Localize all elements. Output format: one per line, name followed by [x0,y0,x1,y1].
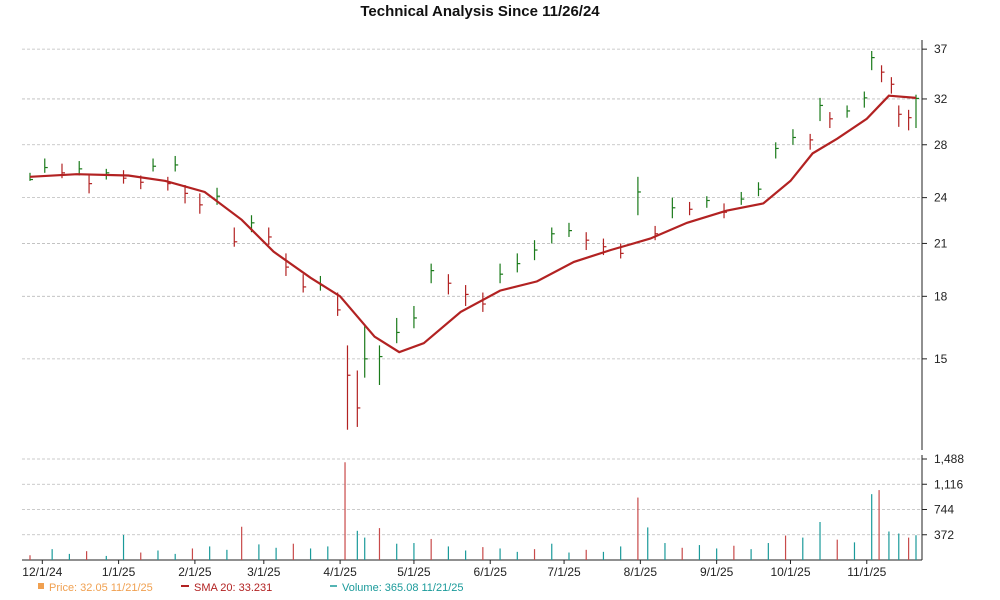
price-bar [152,158,157,172]
price-bar [44,158,48,173]
price-bar [671,197,676,219]
price-bar [792,129,796,145]
price-bar [890,77,895,94]
price-bar [908,109,912,131]
x-tick-label: 1/1/25 [102,565,136,579]
price-bar [775,142,779,159]
price-bar [413,305,417,329]
price-bar [637,176,641,216]
price-tick-label: 32 [934,92,948,106]
price-bar [233,227,238,247]
x-tick-label: 4/1/25 [323,565,357,579]
price-bar [364,326,368,378]
price-bar [78,161,83,176]
volume-gridlines [22,458,922,536]
volume-tick-label: 744 [934,503,954,517]
volume-tick-label: 372 [934,528,954,542]
price-bar [396,317,400,344]
price-tick-label: 28 [934,138,948,152]
price-bar [184,185,189,204]
price-gridlines [22,48,922,360]
x-tick-label: 10/1/25 [770,565,810,579]
price-bar [871,51,875,71]
price-bar [285,253,289,276]
price-bars [29,51,919,430]
price-bar [533,240,538,261]
x-tick-label: 8/1/25 [624,565,658,579]
legend-price-label: Price: 32.05 11/21/25 [49,582,153,594]
legend-volume-label: Volume: 365.08 11/21/25 [342,582,464,594]
price-bar [898,105,902,127]
legend-sma-label: SMA 20: 33.231 [194,582,272,594]
price-bar [809,133,814,150]
x-tick-label: 5/1/25 [397,565,431,579]
price-bar [29,172,33,181]
price-bar [167,176,171,191]
x-tick-label: 3/1/25 [247,565,281,579]
price-tick-label: 24 [934,191,948,205]
x-tick-label: 11/1/25 [847,565,886,579]
price-bar [688,201,693,216]
price-bar [585,232,590,251]
price-bar [337,292,341,316]
price-bar [551,227,555,244]
price-bar [863,91,868,108]
price-bar [846,105,851,118]
x-tick-label: 7/1/25 [547,565,581,579]
price-bar [706,196,710,208]
legend-price-marker [38,583,44,589]
x-tick-label: 12/1/24 [22,565,62,579]
volume-tick-label: 1,488 [934,452,964,466]
price-tick-label: 15 [934,352,948,366]
price-bar [915,94,919,129]
price-axis-ticks: 15 18 21 24 28 32 37 [922,42,948,366]
volume-bars [29,462,917,560]
legend: Price: 32.05 11/21/25 SMA 20: 33.231 Vol… [38,582,464,594]
price-bar [346,345,351,430]
price-bar [620,243,624,259]
x-tick-label: 2/1/25 [178,565,212,579]
price-bar [829,112,833,129]
price-bar [88,175,93,194]
price-bar [122,170,127,184]
price-bar [268,227,272,246]
price-bar [740,191,745,205]
volume-tick-label: 1,116 [934,477,963,491]
volume-axis-ticks: 372 744 1,116 1,488 [922,452,964,542]
price-bar [447,274,452,295]
price-bar [568,222,572,237]
price-tick-label: 21 [934,236,948,250]
price-bar [880,65,885,83]
price-bar [499,263,504,284]
price-bar [356,370,361,427]
price-bar [302,274,307,293]
price-bar [199,193,203,214]
x-axis-ticks: 12/1/24 1/1/25 2/1/25 3/1/25 4/1/25 5/1/25 6/1… [22,560,887,579]
price-bar [430,263,435,284]
price-bar [378,345,383,385]
sma-20-line [29,94,917,354]
price-bar [819,97,824,122]
price-tick-label: 18 [934,289,948,303]
x-tick-label: 6/1/25 [474,565,508,579]
price-bar [757,182,762,197]
price-bar [465,285,469,306]
x-tick-label: 9/1/25 [700,565,734,579]
price-bar [174,155,179,172]
chart-title: Technical Analysis Since 11/26/24 [360,3,600,20]
price-bar [482,292,486,312]
price-tick-label: 37 [934,42,948,56]
price-bar [654,225,659,241]
price-bar [516,253,521,273]
